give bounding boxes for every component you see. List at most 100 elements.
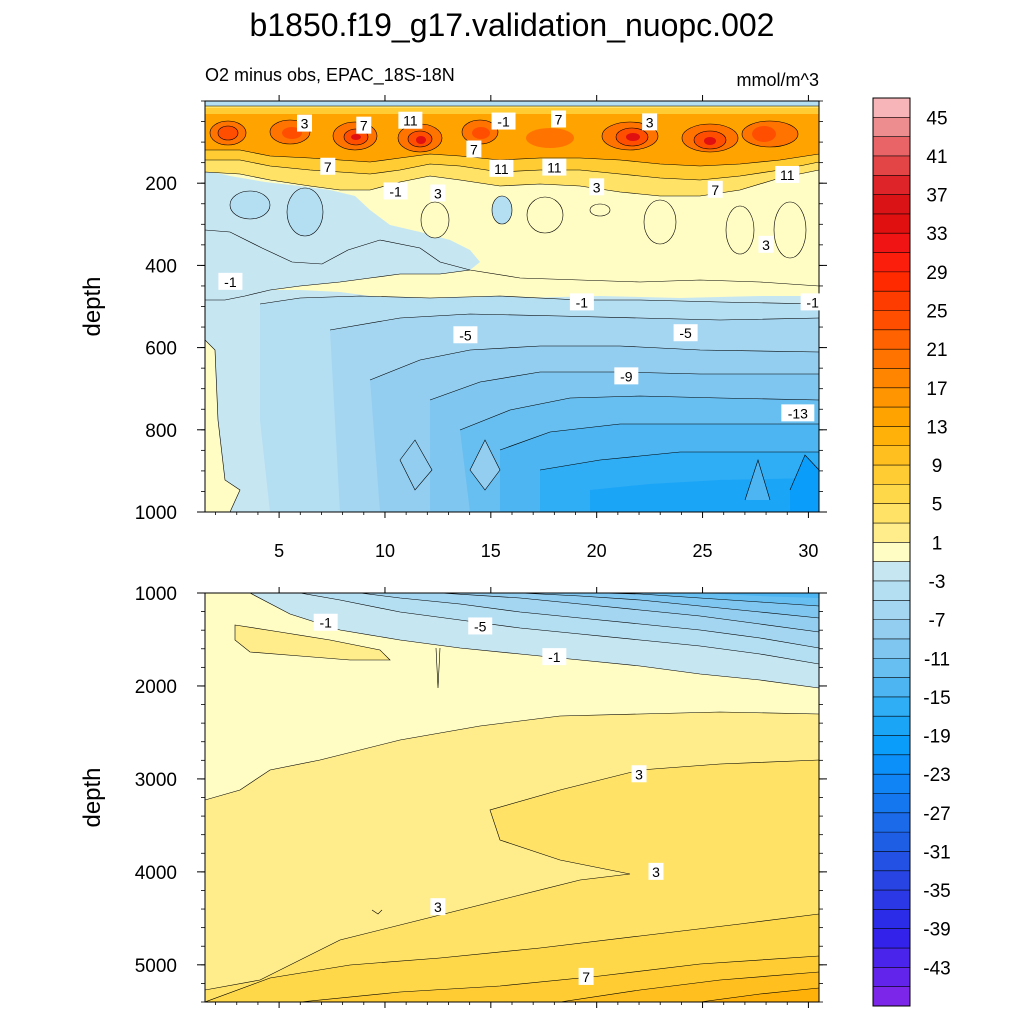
- contour-label: -1: [542, 648, 567, 666]
- colorbar-label: 13: [926, 417, 947, 438]
- colorbar-swatch: [873, 986, 910, 1007]
- colorbar-swatch: [873, 503, 910, 524]
- x-tick-label: 10: [375, 541, 395, 561]
- colorbar-label: 25: [926, 302, 947, 323]
- contour-label-box: [551, 110, 567, 128]
- colorbar-swatch: [873, 368, 910, 389]
- contour-label-text: -1: [806, 294, 819, 310]
- colorbar-swatch: [873, 252, 910, 273]
- contour-label: 11: [398, 111, 423, 129]
- contour-label-text: 11: [403, 113, 418, 129]
- contour-label-box: [297, 114, 313, 132]
- axes-layer: 5 10 15 20 25 30 200 400 600 800 1000 depth 1000 2000…: [79, 95, 827, 1008]
- contour-label-box: [218, 272, 243, 290]
- contour-label-text: -1: [576, 294, 589, 310]
- contour-label-box: [642, 113, 658, 131]
- colorbar-swatch: [873, 890, 910, 910]
- colorbar-label: -7: [929, 611, 946, 632]
- contour-label-text: -5: [459, 327, 472, 343]
- colorbar: 45 41 37 33 29 25 21 17 13 9 5 1 -3 -7 -11 -15 -19 -23 -27…: [872, 97, 951, 1007]
- colorbar-swatch: [873, 716, 910, 736]
- lower-y-tick-label: 1000: [135, 584, 177, 605]
- contour-label: 7: [356, 116, 372, 134]
- colorbar-swatch: [873, 407, 910, 427]
- colorbar-swatch: [873, 523, 910, 543]
- contour-label: 11: [542, 158, 567, 176]
- contour-label-text: -1: [319, 615, 332, 631]
- contour-label-box: [707, 180, 723, 198]
- colorbar-label: -35: [923, 881, 950, 902]
- x-tick-label: 5: [274, 541, 284, 561]
- contour-label-text: 7: [555, 111, 563, 127]
- contour-label: 3: [430, 184, 446, 202]
- contour-label-box: [489, 159, 514, 177]
- contour-label-box: [800, 293, 825, 311]
- contour-label-text: 3: [593, 179, 601, 195]
- colorbar-swatch: [873, 98, 910, 118]
- colorbar-swatch: [873, 909, 910, 930]
- colorbar-label: 17: [926, 379, 947, 400]
- contour-label: -5: [453, 326, 478, 344]
- contour-label-text: 7: [324, 159, 332, 175]
- colorbar-label: -15: [923, 688, 950, 709]
- colorbar-swatch: [873, 638, 910, 659]
- colorbar-swatch: [873, 213, 910, 234]
- colorbar-swatch: [873, 832, 910, 852]
- contour-label-text: 11: [494, 161, 509, 177]
- colorbar-label: 5: [932, 495, 943, 516]
- contour-label: 3: [758, 235, 774, 253]
- x-tick-label: 30: [798, 541, 818, 561]
- contour-label-text: 3: [301, 116, 309, 132]
- colorbar-label: -27: [923, 804, 950, 825]
- contour-label-box: [320, 157, 336, 175]
- colorbar-swatch: [873, 387, 910, 408]
- colorbar-swatch: [873, 948, 910, 968]
- contour-label: 3: [297, 114, 313, 132]
- lower-y-tick-label: 2000: [135, 677, 177, 698]
- contour-label-box: [430, 184, 446, 202]
- colorbar-swatch: [873, 310, 910, 331]
- colorbar-swatch: [873, 619, 910, 640]
- colorbar-swatch: [873, 194, 910, 215]
- contour-label-box: [758, 235, 774, 253]
- colorbar-swatch: [873, 774, 910, 794]
- colorbar-label: -39: [923, 920, 950, 941]
- colorbar-swatch: [873, 465, 910, 485]
- colorbar-swatch: [873, 542, 910, 562]
- contour-label-text: 11: [547, 160, 562, 176]
- colorbar-swatch: [873, 484, 910, 505]
- contour-label-box: [398, 111, 423, 129]
- contour-label: 3: [430, 898, 446, 916]
- contour-label-box: [648, 862, 664, 880]
- colorbar-swatch: [873, 793, 910, 814]
- contour-label-text: 3: [434, 899, 442, 915]
- upper-y-axis-title: depth: [79, 276, 106, 336]
- contour-label-text: -13: [788, 405, 808, 421]
- contour-label-box: [631, 765, 647, 783]
- lower-y-tick-label: 4000: [135, 863, 177, 884]
- contour-label: -1: [800, 293, 825, 311]
- colorbar-label: 41: [926, 147, 947, 168]
- contour-label-text: -1: [548, 649, 561, 665]
- contour-label: -1: [218, 272, 243, 290]
- contour-label-box: [775, 165, 800, 183]
- contour-label-text: -5: [474, 618, 487, 634]
- colorbar-label: 29: [926, 263, 947, 284]
- colorbar-swatch: [873, 812, 910, 833]
- colorbar-swatch: [873, 677, 910, 698]
- colorbar-label: -11: [924, 649, 950, 670]
- contour-label-box: [542, 158, 567, 176]
- contour-label-text: 3: [434, 185, 442, 201]
- contour-label: 7: [551, 110, 567, 128]
- upper-y-tick-label: 800: [145, 421, 177, 442]
- colorbar-swatch: [873, 658, 910, 678]
- upper-contour-lines: [205, 105, 819, 512]
- colorbar-label: -19: [923, 727, 950, 748]
- contour-label: 3: [589, 178, 605, 196]
- colorbar-swatch: [873, 291, 910, 311]
- contour-label-text: 3: [762, 237, 770, 253]
- contour-label-box: [468, 617, 493, 635]
- x-tick-label: 20: [587, 541, 607, 561]
- upper-y-tick-label: 1000: [135, 503, 177, 524]
